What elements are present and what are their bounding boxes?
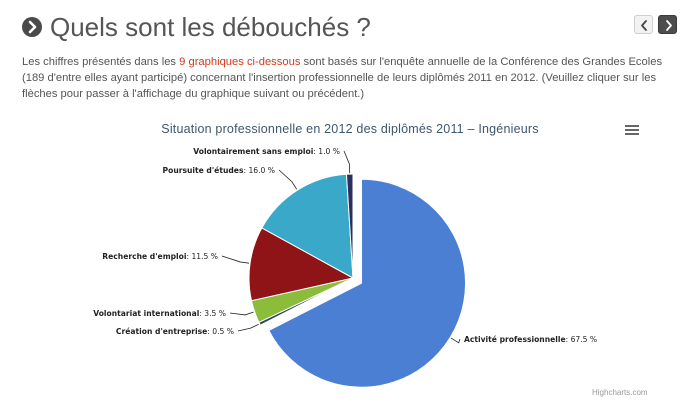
chart-title: Situation professionnelle en 2012 des di… (161, 122, 539, 136)
intro-text-before: Les chiffres présentés dans les (22, 56, 180, 68)
label-connector (229, 311, 254, 316)
intro-text-after: sont basés sur l'enquête annuelle de la … (22, 56, 663, 100)
label-connector (221, 255, 250, 264)
intro-paragraph: Les chiffres présentés dans les 9 graphi… (22, 54, 684, 102)
chart-credits[interactable]: Highcharts.com (592, 388, 648, 397)
label-connector (237, 323, 259, 332)
pie-chart-container: Situation professionnelle en 2012 des di… (0, 112, 700, 410)
data-label: Recherche d'emploi: 11.5 % (102, 252, 218, 261)
hamburger-menu-icon[interactable] (625, 125, 639, 137)
previous-chart-button[interactable] (634, 15, 653, 34)
data-label: Activité professionnelle: 67.5 % (464, 335, 597, 344)
data-label: Poursuite d'études: 16.0 % (163, 166, 275, 175)
pie-slice[interactable] (248, 227, 355, 302)
data-label: Volontairement sans emploi: 1.0 % (193, 147, 340, 156)
data-label: Création d'entreprise: 0.5 % (116, 327, 234, 336)
next-chart-button[interactable] (658, 15, 677, 34)
page-title: Quels sont les débouchés ? (50, 12, 371, 42)
charts-link[interactable]: 9 graphiques ci-dessous (179, 56, 301, 68)
data-label: Volontariat international: 3.5 % (93, 309, 226, 318)
pie-slice[interactable] (261, 173, 354, 279)
chevron-right-icon (666, 20, 672, 31)
chevron-left-icon (641, 20, 647, 31)
label-connector (343, 150, 351, 174)
page-header: Quels sont les débouchés ? (22, 10, 682, 46)
pie-slice[interactable] (268, 178, 467, 388)
chevron-circle-right-icon (22, 17, 42, 37)
label-connector (278, 169, 298, 190)
label-connector (450, 337, 461, 344)
pie-chart: Activité professionnelle: 67.5 % Création… (93, 147, 597, 388)
pie-slice[interactable] (345, 173, 354, 279)
